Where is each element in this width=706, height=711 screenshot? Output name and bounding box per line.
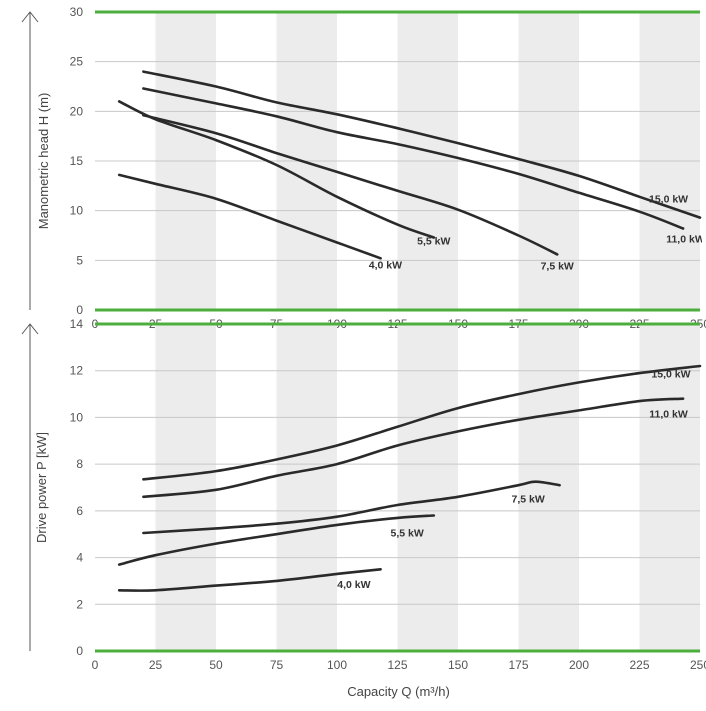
x-tick-label: 75 [270,658,284,672]
x-tick-label: 25 [149,658,163,672]
x-tick-label: 100 [327,658,347,672]
y-tick-label: 5 [76,253,83,267]
series-label: 11,0 kW [666,233,705,245]
y-tick-label: 14 [70,317,84,331]
x-tick-label: 225 [629,658,649,672]
shaded-band [639,324,700,651]
series-line-4-0-kw [117,568,382,592]
series-label: 5,5 kW [417,235,450,247]
curves-group [117,364,702,592]
curve-labels-group: 4,0 kW 5,5 kW 7,5 kW 11,0 kW 15,0 kW [369,194,705,273]
x-tick-label: 250 [690,658,706,672]
x-tick-label: 125 [387,658,407,672]
x-tick-label: 150 [448,658,468,672]
y-tick-label: 30 [70,5,84,19]
y-tick-label: 6 [76,504,83,518]
shaded-band [397,324,458,651]
y-tick-label: 12 [70,364,84,378]
curve-labels-group: 4,0 kW 5,5 kW 7,5 kW 11,0 kW 15,0 kW [337,369,690,591]
series-line-15-0-kw [142,70,702,219]
shaded-band [276,324,337,651]
y-tick-label: 20 [70,104,84,118]
series-label: 7,5 kW [541,260,574,272]
y-tick-label: 8 [76,457,83,471]
y-tick-label: 25 [70,55,84,69]
series-label: 15,0 kW [651,369,690,381]
y-tick-label: 10 [70,204,84,218]
series-label: 11,0 kW [649,408,688,420]
head-chart-panel: 0510152025300255075100125150175200225250… [21,5,706,331]
y-axis-arrowhead [21,323,39,335]
series-label: 15,0 kW [649,194,688,206]
y-axis-title: Manometric head H (m) [36,93,51,230]
y-tick-label: 10 [70,410,84,424]
series-line-11-0-kw [142,397,685,499]
curves-group [117,70,702,260]
series-line-15-0-kw [142,364,702,481]
series-line-4-0-kw [117,173,382,260]
series-line-11-0-kw [142,87,685,230]
series-label: 5,5 kW [391,528,424,540]
x-tick-label: 175 [508,658,528,672]
series-label: 4,0 kW [337,579,370,591]
x-tick-label: 50 [209,658,223,672]
y-tick-label: 0 [76,303,83,317]
shaded-band [155,324,216,651]
power-chart-panel: 0 2 4 6 8 10 12 14 0 25 50 75 100 125 150 175 200 225 250 D… [21,317,706,699]
x-tick-label: 0 [92,658,99,672]
x-tick-label: 200 [569,658,589,672]
series-label: 7,5 kW [512,494,545,506]
y-tick-label: 4 [76,551,83,565]
y-tick-label: 0 [76,644,83,658]
shaded-band [518,324,579,651]
series-line-5-5-kw [117,514,436,566]
x-axis-title: Capacity Q (m³/h) [347,684,450,699]
y-axis-arrowhead [21,11,39,23]
y-tick-label: 2 [76,597,83,611]
y-tick-label: 15 [70,154,84,168]
y-axis-title: Drive power P [kW] [34,432,49,543]
series-line-7-5-kw [142,480,561,535]
series-label: 4,0 kW [369,259,402,271]
series-line-7-5-kw [142,114,559,256]
